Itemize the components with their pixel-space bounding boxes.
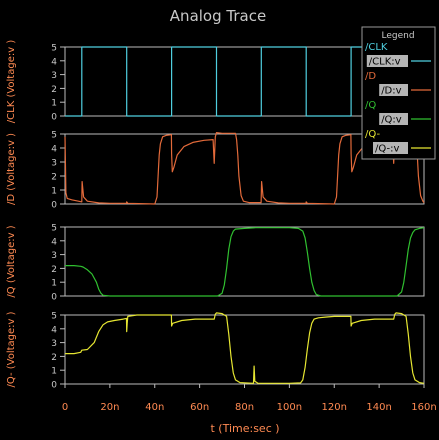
legend-label: /Q-:v <box>375 144 399 155</box>
series-line <box>65 312 425 384</box>
panel-frame <box>64 226 425 297</box>
y-tick-label: 2 <box>51 265 57 275</box>
x-axis-label: t (Time:sec ) <box>210 422 279 435</box>
legend-label-bg <box>379 84 408 96</box>
legend-net-name: /Q- <box>365 129 381 140</box>
y-tick-label: 1 <box>51 367 57 377</box>
y-tick-label: 4 <box>51 325 57 335</box>
y-tick-label: 1 <box>51 279 57 289</box>
y-tick-label: 3 <box>51 159 57 169</box>
y-tick-label: 1 <box>51 99 57 109</box>
y-tick-label: 1 <box>51 187 57 197</box>
panel-q: 0 1 2 3 4 5/Q (Voltage:v ) <box>6 224 425 303</box>
x-tick-label: 40n <box>145 402 164 413</box>
y-tick-label: 3 <box>51 251 57 261</box>
panel-clk: 0 1 2 3 4 5/CLK (Voltage:v ) <box>6 40 425 124</box>
y-axis-label: /CLK (Voltage:v ) <box>6 40 17 124</box>
y-tick-label: 0 <box>51 381 57 391</box>
y-tick-label: 3 <box>51 71 57 81</box>
series-line <box>65 46 424 117</box>
series-line <box>65 227 425 297</box>
y-axis-label: /Q (Voltage:v ) <box>6 225 17 297</box>
y-tick-label: 4 <box>51 57 57 67</box>
y-tick-label: 2 <box>51 173 57 183</box>
legend: Legend/CLK/CLK:v/D/D:v/Q/Q:v/Q- /Q-:v <box>361 26 436 160</box>
legend-title: Legend <box>381 31 414 41</box>
x-tick-label: 60n <box>190 402 209 413</box>
panel-q: 0 1 2 3 4 5/Q- (Voltage:v ) <box>6 311 425 391</box>
y-tick-label: 2 <box>51 353 57 363</box>
y-tick-label: 2 <box>51 85 57 95</box>
x-axis: 0 20n 40n 60n 80n 100n 120n 140n 160n <box>62 384 437 413</box>
legend-label-bg <box>366 55 408 67</box>
x-tick-label: 120n <box>322 402 347 413</box>
legend-label: /D:v <box>381 86 401 97</box>
y-tick-label: 0 <box>51 113 57 123</box>
y-axis-label: /Q- (Voltage:v ) <box>6 311 17 387</box>
y-tick-label: 0 <box>51 201 57 211</box>
y-tick-label: 0 <box>51 293 57 303</box>
y-tick-label: 5 <box>51 312 57 322</box>
x-tick-label: 140n <box>366 402 391 413</box>
x-tick-label: 80n <box>235 402 254 413</box>
y-axis-label: /D (Voltage:v ) <box>6 133 17 205</box>
y-tick-label: 4 <box>51 145 57 155</box>
y-tick-label: 3 <box>51 339 57 349</box>
legend-label: /Q:v <box>381 115 402 126</box>
y-tick-label: 5 <box>51 224 57 234</box>
legend-net-name: /D <box>365 71 376 82</box>
chart-title: Analog Trace <box>170 7 266 25</box>
legend-net-name: /CLK <box>365 42 388 53</box>
legend-label-bg <box>379 113 408 125</box>
x-tick-label: 160n <box>411 402 436 413</box>
panels: 0 1 2 3 4 5/CLK (Voltage:v ) 0 1 2 3 4 5/D (Voltage… <box>6 40 425 391</box>
x-tick-label: 0 <box>62 402 68 413</box>
y-tick-label: 4 <box>51 237 57 247</box>
x-tick-label: 100n <box>277 402 302 413</box>
legend-label-bg <box>373 142 408 154</box>
y-tick-label: 5 <box>51 44 57 54</box>
legend-label: /CLK:v <box>369 57 401 68</box>
y-tick-label: 5 <box>51 131 57 141</box>
x-tick-label: 20n <box>100 402 119 413</box>
legend-net-name: /Q <box>365 100 376 111</box>
